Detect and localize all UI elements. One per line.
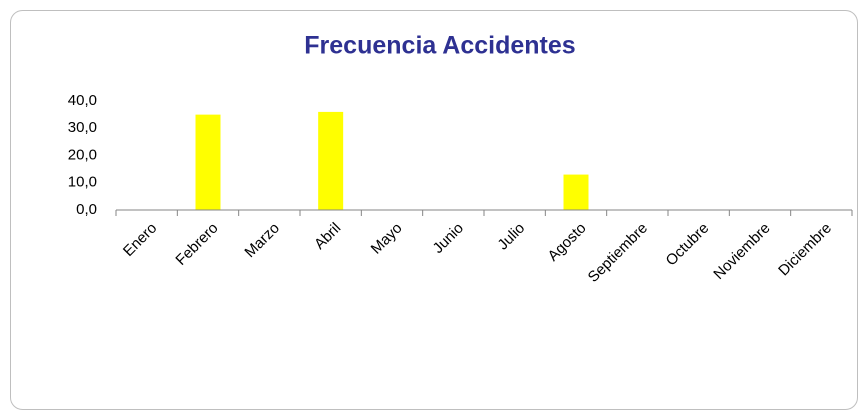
bar	[195, 114, 221, 210]
y-tick-label: 40,0	[68, 92, 97, 109]
bar	[563, 174, 589, 210]
y-tick-label: 0,0	[76, 201, 97, 218]
y-tick-label: 10,0	[68, 174, 97, 191]
chart-title: Frecuencia Accidentes	[304, 32, 575, 60]
y-tick-label: 20,0	[68, 146, 97, 163]
bar	[318, 111, 344, 210]
y-tick-label: 30,0	[68, 119, 97, 136]
